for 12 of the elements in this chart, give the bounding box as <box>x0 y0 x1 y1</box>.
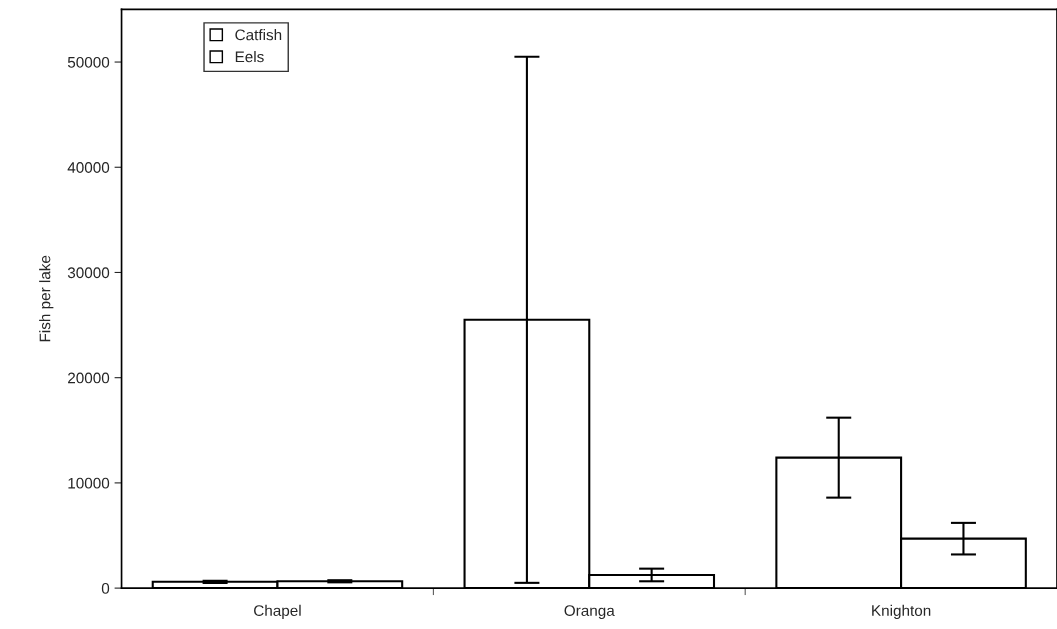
y-tick-label: 20000 <box>68 372 110 384</box>
legend-label: Eels <box>235 51 264 63</box>
x-tick-label: Oranga <box>564 605 615 620</box>
x-tick-label: Knighton <box>872 604 931 620</box>
y-tick-label: 40000 <box>67 162 110 173</box>
legend-label: Catfish <box>235 29 282 41</box>
y-axis-title: Fish per lake <box>39 255 54 342</box>
x-tick-label: Chapel <box>254 604 301 620</box>
y-tick-label: 30000 <box>67 267 110 279</box>
y-tick-label: 10000 <box>68 477 110 489</box>
y-tick-label: 0 <box>101 582 110 594</box>
y-tick-label: 50000 <box>67 56 110 68</box>
